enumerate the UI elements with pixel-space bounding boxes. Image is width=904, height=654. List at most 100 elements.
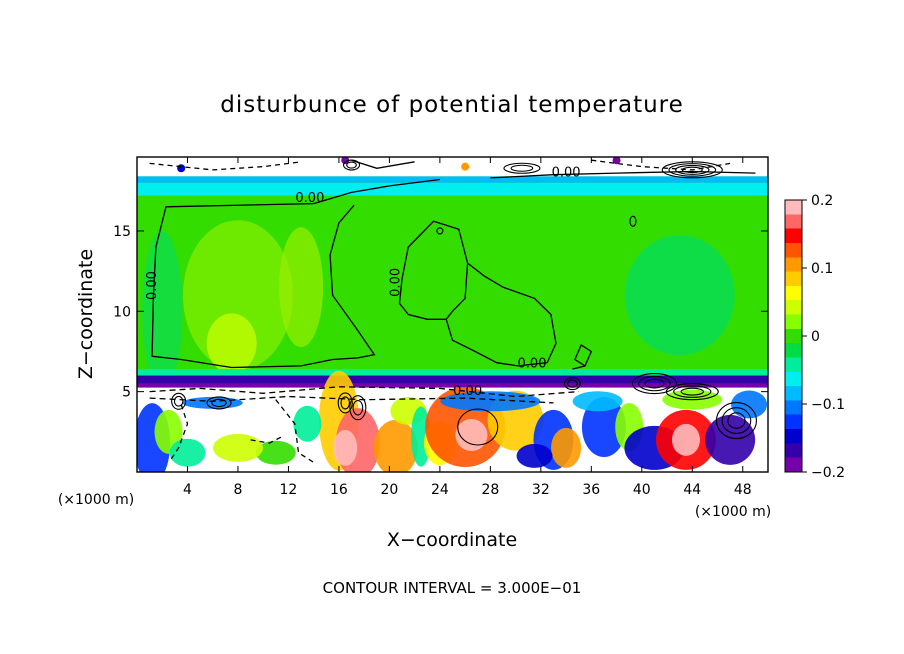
x-axis: 4 8 12 16 20 24 28 32 36 40 44 48 — [183, 157, 752, 498]
upper-contour — [313, 178, 440, 205]
y-tick-label: 15 — [113, 224, 131, 240]
closed-contour — [665, 383, 719, 401]
colorbar-tick-label: 0 — [811, 329, 820, 345]
closed-contour — [337, 392, 353, 414]
contour-label: 0.00 — [145, 271, 160, 300]
field-blob — [516, 443, 553, 468]
closed-contour — [503, 162, 541, 174]
contour-label: 0.00 — [518, 357, 547, 372]
x-tick-label: 36 — [582, 482, 600, 498]
field-blob — [255, 440, 296, 465]
closed-contour — [171, 392, 187, 410]
warm-core — [206, 313, 257, 374]
closed-contour — [340, 396, 350, 410]
field-spot — [612, 157, 621, 165]
closed-contour — [206, 396, 232, 410]
field-band — [137, 375, 768, 384]
closed-contour — [342, 159, 361, 171]
x-tick-label: 48 — [734, 482, 752, 498]
field-blob — [373, 419, 418, 472]
field-spot — [177, 164, 186, 173]
neg-contour — [275, 399, 315, 463]
field-blob — [551, 427, 582, 468]
zero-contour — [151, 202, 376, 369]
contour-interval-note: CONTOUR INTERVAL = 3.000E−01 — [323, 579, 582, 597]
neg-contour — [250, 436, 283, 444]
plot-area: 0.00 0.00 0.00 0.00 0.00 0.00 — [136, 156, 769, 473]
closed-contour — [352, 399, 364, 416]
field-blob — [293, 405, 322, 442]
plot-frame — [136, 156, 769, 473]
x-tick-label: 40 — [633, 482, 651, 498]
contour-label: 0.00 — [295, 191, 324, 206]
y-axis-label: Z−coordinate — [75, 249, 97, 379]
field-band — [137, 182, 768, 196]
neg-contour — [170, 404, 189, 460]
x-tick-label: 32 — [532, 482, 550, 498]
closed-contour — [673, 385, 712, 398]
upper-contour — [351, 159, 415, 169]
colorbar: 0.2 0.1 0 −0.1 −0.2 — [784, 193, 845, 481]
closed-contour — [680, 387, 704, 396]
field-band — [137, 176, 768, 183]
closed-contour — [638, 375, 671, 392]
field-band — [137, 383, 768, 388]
colorbar-tick-label: 0.1 — [811, 261, 833, 277]
closed-contour — [644, 378, 665, 389]
closed-contour — [668, 163, 717, 177]
closed-contour — [563, 377, 581, 391]
zero-contour — [572, 344, 593, 370]
field-blob — [572, 391, 623, 412]
cool-region — [624, 235, 735, 356]
field-blob — [169, 438, 206, 467]
x-tick-label: 4 — [183, 482, 192, 498]
field-blob — [705, 414, 756, 465]
x-tick-label: 8 — [233, 482, 242, 498]
upper-contour — [149, 161, 302, 171]
closed-contour — [629, 215, 637, 227]
contour-label: 0.00 — [388, 268, 403, 297]
neg-contour — [149, 386, 579, 398]
closed-contour — [715, 402, 758, 440]
zero-contour — [401, 220, 557, 367]
x-tick-label: 16 — [330, 482, 348, 498]
contour-label: 0.00 — [552, 165, 581, 180]
colorbar-tick-label: −0.1 — [811, 397, 845, 413]
closed-contour — [211, 398, 227, 408]
y-tick-label: 10 — [113, 304, 131, 320]
contour-layer — [149, 159, 758, 463]
colorbar-tick-label: −0.2 — [811, 465, 845, 481]
field-band — [137, 369, 768, 376]
y-tick-label: 5 — [122, 385, 131, 401]
closed-contour — [349, 395, 367, 421]
field-spot — [341, 157, 350, 165]
closed-contour — [727, 412, 746, 429]
warm-region — [279, 227, 324, 348]
closed-contour — [721, 407, 752, 434]
field-blob — [731, 390, 768, 419]
y-axis: 5 10 15 — [113, 224, 768, 401]
field-spot — [461, 162, 470, 171]
x-unit-label: (×1000 m) — [695, 504, 771, 520]
z-unit-label: (×1000 m) — [58, 492, 134, 508]
contour-label: 0.00 — [453, 384, 482, 399]
colorbar-ticks: 0.2 0.1 0 −0.1 −0.2 — [802, 193, 845, 481]
colorbar-tick-label: 0.2 — [811, 193, 833, 209]
field-blob — [581, 397, 626, 457]
closed-contour — [457, 408, 499, 446]
closed-contour — [173, 395, 184, 407]
closed-contour — [631, 373, 677, 395]
closed-contour — [346, 161, 357, 169]
x-axis-label: X−coordinate — [387, 529, 517, 551]
x-tick-label: 28 — [481, 482, 499, 498]
x-tick-label: 20 — [380, 482, 398, 498]
closed-contour — [436, 227, 444, 235]
field-blob — [212, 433, 263, 462]
contour-labels: 0.00 0.00 0.00 0.00 0.00 0.00 — [145, 165, 581, 399]
x-tick-label: 12 — [280, 482, 298, 498]
field-blob — [333, 429, 358, 466]
x-tick-label: 44 — [683, 482, 701, 498]
x-tick-label: 24 — [431, 482, 449, 498]
colorbar-strip — [784, 199, 803, 473]
